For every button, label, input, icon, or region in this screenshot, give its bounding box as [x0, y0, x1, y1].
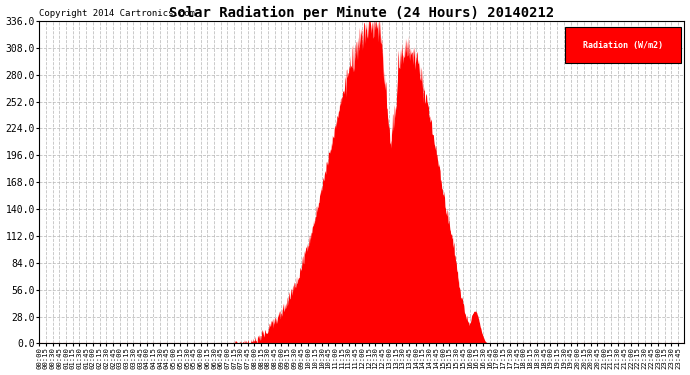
- Text: Copyright 2014 Cartronics.com: Copyright 2014 Cartronics.com: [39, 9, 195, 18]
- Text: Radiation (W/m2): Radiation (W/m2): [583, 40, 663, 50]
- Title: Solar Radiation per Minute (24 Hours) 20140212: Solar Radiation per Minute (24 Hours) 20…: [169, 6, 554, 20]
- FancyBboxPatch shape: [565, 27, 681, 63]
